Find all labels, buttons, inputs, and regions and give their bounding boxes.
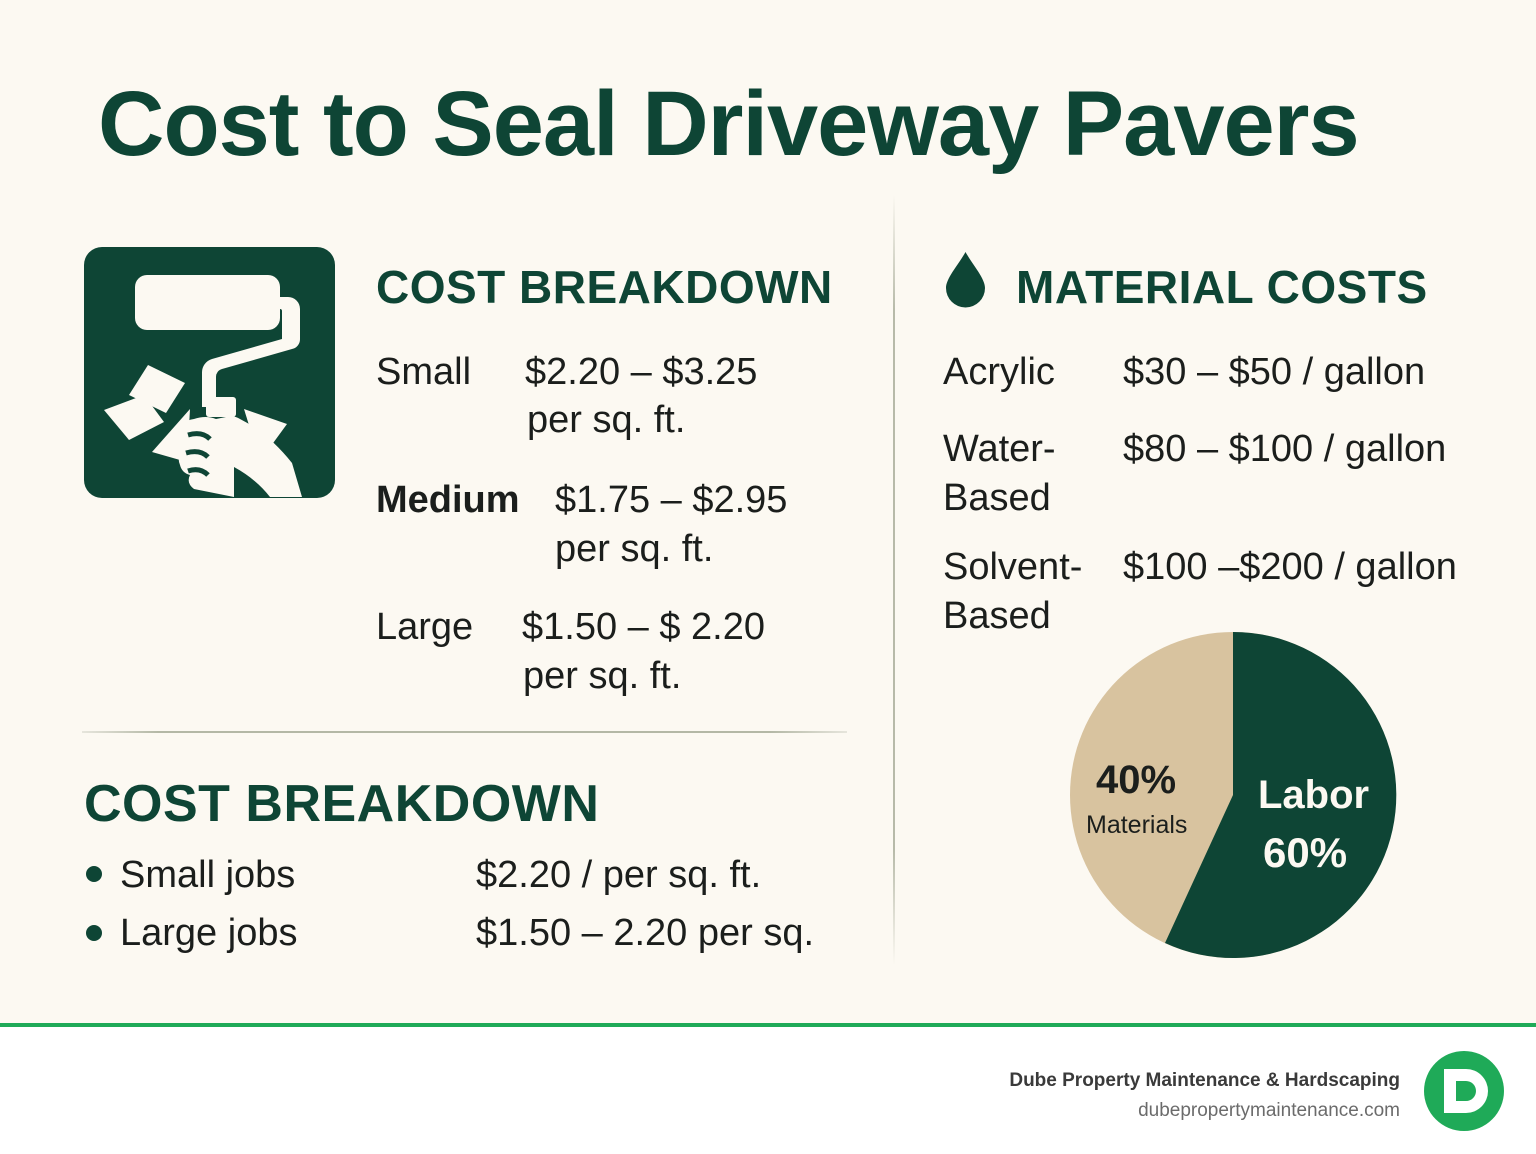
company-url[interactable]: dubepropertymaintenance.com [1138, 1100, 1400, 1121]
bullet-icon [86, 866, 102, 882]
company-name: Dube Property Maintenance & Hardscaping [1009, 1070, 1400, 1091]
footer-accent-line [0, 1023, 1536, 1027]
material-price-acrylic: $30 – $50 / gallon [1123, 351, 1426, 393]
material-costs-heading: MATERIAL COSTS [1016, 261, 1428, 313]
job-label-large: Large jobs [120, 912, 298, 954]
price-range-medium: $1.75 – $2.95 [555, 479, 788, 521]
pie-label-materials-pct: 40% [1096, 758, 1177, 802]
material-type-acrylic: Acrylic [943, 351, 1055, 393]
price-range-small: $2.20 – $3.25 [525, 351, 758, 393]
page-title: Cost to Seal Driveway Pavers [98, 73, 1360, 175]
price-unit-large: per sq. ft. [523, 655, 682, 697]
size-label-medium: Medium [376, 479, 520, 521]
bullet-icon [86, 925, 102, 941]
labor-materials-pie-chart [1068, 630, 1398, 960]
pie-label-labor-name: Labor [1258, 773, 1370, 817]
water-drop-icon [943, 250, 988, 308]
horizontal-divider [82, 731, 847, 733]
job-value-large: $1.50 – 2.20 per sq. [476, 912, 815, 954]
material-type-water: Water- [943, 428, 1056, 470]
company-logo-icon [1423, 1050, 1505, 1132]
price-unit-medium: per sq. ft. [555, 528, 714, 570]
pie-label-labor-pct: 60% [1263, 829, 1348, 876]
size-label-large: Large [376, 606, 474, 648]
size-label-small: Small [376, 351, 472, 393]
paint-roller-icon [84, 247, 335, 498]
job-label-small: Small jobs [120, 854, 296, 896]
vertical-divider [893, 195, 895, 965]
material-type-solvent: Solvent- [943, 546, 1083, 588]
infographic-canvas: Cost to Seal Driveway Pavers [0, 0, 1536, 1024]
material-type-water-line2: Based [943, 477, 1051, 519]
material-type-solvent-line2: Based [943, 595, 1051, 637]
cost-breakdown-heading: COST BREAKDOWN [376, 261, 833, 313]
pie-label-materials-name: Materials [1086, 811, 1188, 839]
pie-slice-labor [1165, 631, 1397, 958]
price-unit-small: per sq. ft. [527, 399, 686, 441]
material-price-solvent: $100 –$200 / gallon [1123, 546, 1457, 588]
cost-breakdown-bottom-heading: COST BREAKDOWN [84, 775, 600, 833]
material-price-water: $80 – $100 / gallon [1123, 428, 1447, 470]
price-range-large: $1.50 – $ 2.20 [522, 606, 765, 648]
job-value-small: $2.20 / per sq. ft. [476, 854, 762, 896]
